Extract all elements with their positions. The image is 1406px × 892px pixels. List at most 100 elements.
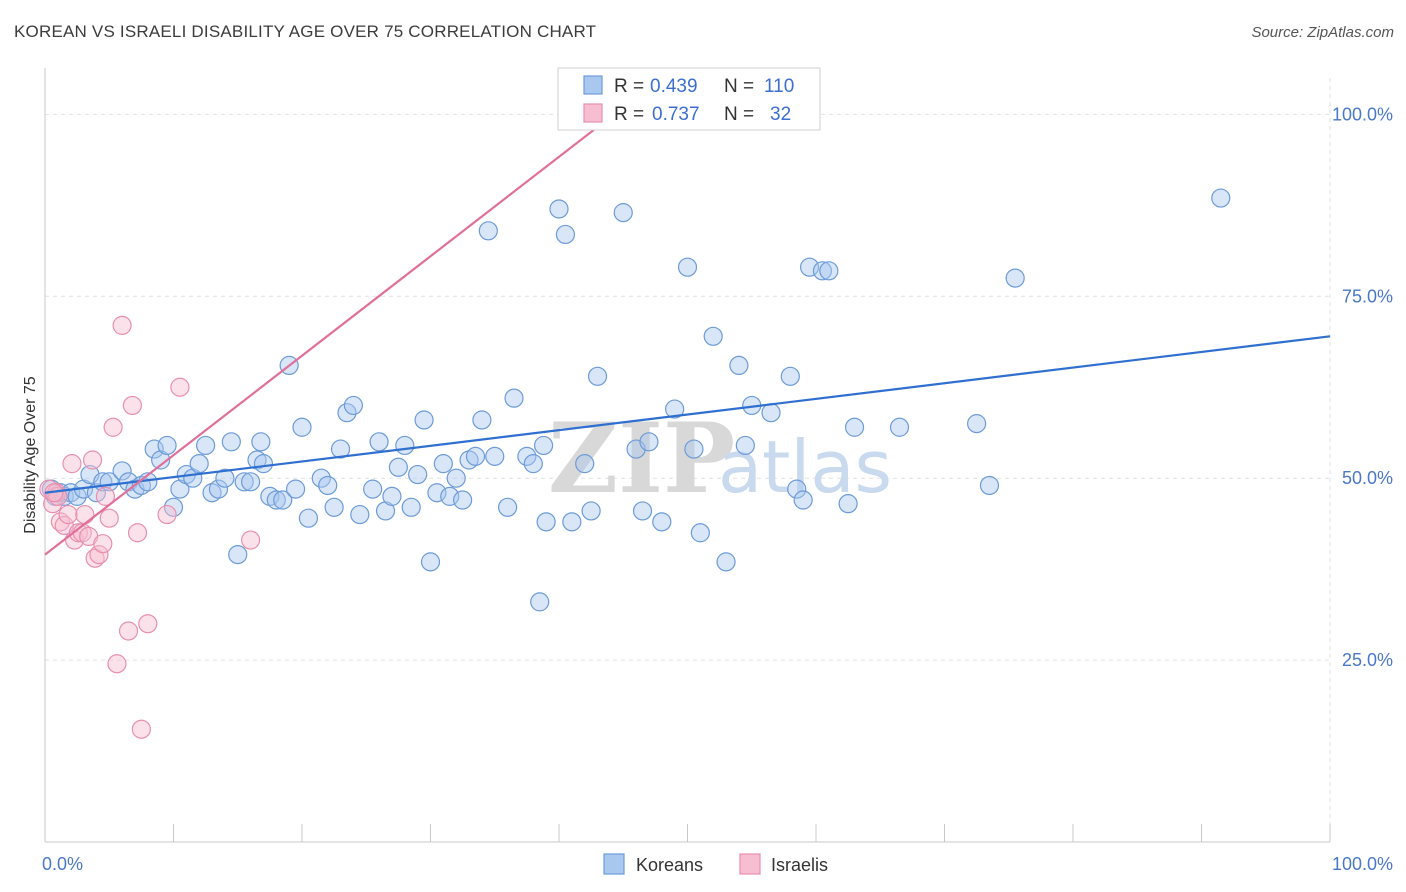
- korean-point-30: [234, 472, 254, 492]
- korean-point-107: [979, 475, 1000, 496]
- korean-point-25: [202, 483, 222, 503]
- korean-point-63: [453, 490, 473, 510]
- korean-point-57: [414, 410, 434, 430]
- korean-point-88: [677, 257, 698, 277]
- israeli-point-12: [82, 450, 103, 470]
- israeli-point-3: [50, 512, 71, 532]
- watermark-atlas: atlas: [718, 425, 892, 509]
- israeli-point-26: [157, 504, 177, 525]
- korean-point-84: [632, 501, 653, 521]
- korean-point-44: [324, 497, 344, 517]
- korean-point-87: [665, 399, 685, 419]
- korean-point-79: [575, 454, 595, 474]
- korean-point-24: [196, 435, 216, 456]
- israeli-point-27: [170, 377, 190, 397]
- legend-swatch-koreans: [583, 75, 603, 95]
- korean-point-72: [523, 454, 543, 474]
- korean-point-99: [793, 490, 813, 510]
- israeli-point-5: [58, 504, 78, 525]
- x-tick-label-0: 0.0%: [42, 854, 83, 874]
- israeli-point-14: [89, 544, 109, 565]
- korean-point-105: [889, 417, 910, 437]
- korean-point-67: [478, 221, 498, 241]
- korean-point-104: [844, 417, 865, 437]
- korean-point-102: [819, 261, 839, 281]
- korean-point-65: [465, 446, 486, 466]
- bottom-legend-label-koreans: Koreans: [636, 855, 703, 875]
- bottom-legend: Koreans Israelis: [603, 853, 828, 875]
- axes: [44, 68, 1331, 843]
- korean-point-28: [221, 432, 241, 452]
- korean-point-32: [247, 450, 267, 470]
- israeli-point-21: [118, 621, 139, 641]
- legend-n-value-israelis: 32: [770, 104, 791, 125]
- korean-point-18: [157, 435, 177, 456]
- israeli-points: [39, 93, 627, 739]
- korean-point-93: [729, 355, 749, 376]
- y-tick-label-3: 25.0%: [1342, 650, 1393, 670]
- korean-point-108: [1005, 268, 1025, 288]
- korean-point-89: [684, 439, 704, 459]
- israeli-point-25: [138, 614, 158, 634]
- korean-point-41: [298, 508, 319, 528]
- korean-point-90: [690, 523, 710, 543]
- korean-point-37: [273, 490, 293, 510]
- israeli-point-6: [62, 454, 82, 474]
- korean-point-5: [67, 486, 87, 506]
- legend-r-value-koreans: 0.439: [650, 76, 698, 97]
- korean-point-54: [395, 435, 415, 456]
- korean-point-36: [266, 490, 286, 510]
- korean-point-47: [343, 395, 363, 416]
- korean-point-46: [337, 403, 357, 423]
- watermark-zip: ZIP: [548, 402, 735, 515]
- korean-point-16: [144, 439, 164, 459]
- korean-point-101: [812, 261, 833, 281]
- y-tick-label-0: 100.0%: [1332, 104, 1393, 124]
- korean-point-60: [433, 454, 453, 474]
- korean-point-42: [311, 468, 331, 488]
- israeli-point-15: [93, 534, 113, 554]
- korean-point-33: [251, 432, 271, 452]
- trend-line-koreans: [44, 335, 1331, 494]
- y-axis-label: Disability Age Over 75: [22, 376, 39, 534]
- korean-point-59: [427, 483, 447, 503]
- legend-r-value-israelis: 0.737: [652, 104, 700, 125]
- korean-point-52: [382, 486, 402, 506]
- korean-point-50: [369, 432, 389, 452]
- korean-point-78: [562, 512, 582, 532]
- israeli-point-19: [107, 654, 127, 674]
- korean-point-49: [363, 479, 383, 499]
- korean-point-45: [330, 439, 351, 459]
- korean-point-106: [967, 414, 987, 434]
- korean-point-97: [780, 366, 800, 386]
- korean-point-48: [350, 504, 370, 525]
- chart-title: KOREAN VS ISRAELI DISABILITY AGE OVER 75…: [14, 22, 597, 41]
- top-legend: R = 0.439 N = 110 R = 0.737 N = 32: [557, 67, 821, 131]
- korean-point-92: [716, 552, 736, 572]
- korean-point-55: [401, 497, 421, 517]
- korean-point-91: [703, 326, 723, 346]
- korean-point-70: [504, 388, 524, 408]
- israeli-point-28: [241, 530, 261, 550]
- korean-point-103: [838, 494, 858, 514]
- israeli-point-18: [103, 417, 123, 437]
- korean-point-71: [517, 446, 537, 466]
- bottom-legend-label-israelis: Israelis: [771, 855, 828, 875]
- korean-point-109: [1211, 188, 1231, 208]
- israeli-point-20: [112, 315, 132, 335]
- korean-point-53: [388, 457, 408, 477]
- korean-point-98: [787, 479, 807, 499]
- korean-point-35: [260, 486, 280, 506]
- trend-line-israelis: [44, 106, 624, 556]
- israeli-point-23: [127, 523, 148, 543]
- korean-point-82: [613, 203, 633, 223]
- legend-r-label-israelis: R =: [614, 104, 644, 125]
- korean-point-39: [285, 479, 306, 499]
- korean-point-19: [163, 497, 184, 517]
- korean-point-62: [446, 468, 466, 488]
- korean-points: [41, 188, 1231, 612]
- korean-point-64: [459, 450, 479, 470]
- korean-point-86: [652, 512, 672, 532]
- korean-point-43: [318, 475, 338, 496]
